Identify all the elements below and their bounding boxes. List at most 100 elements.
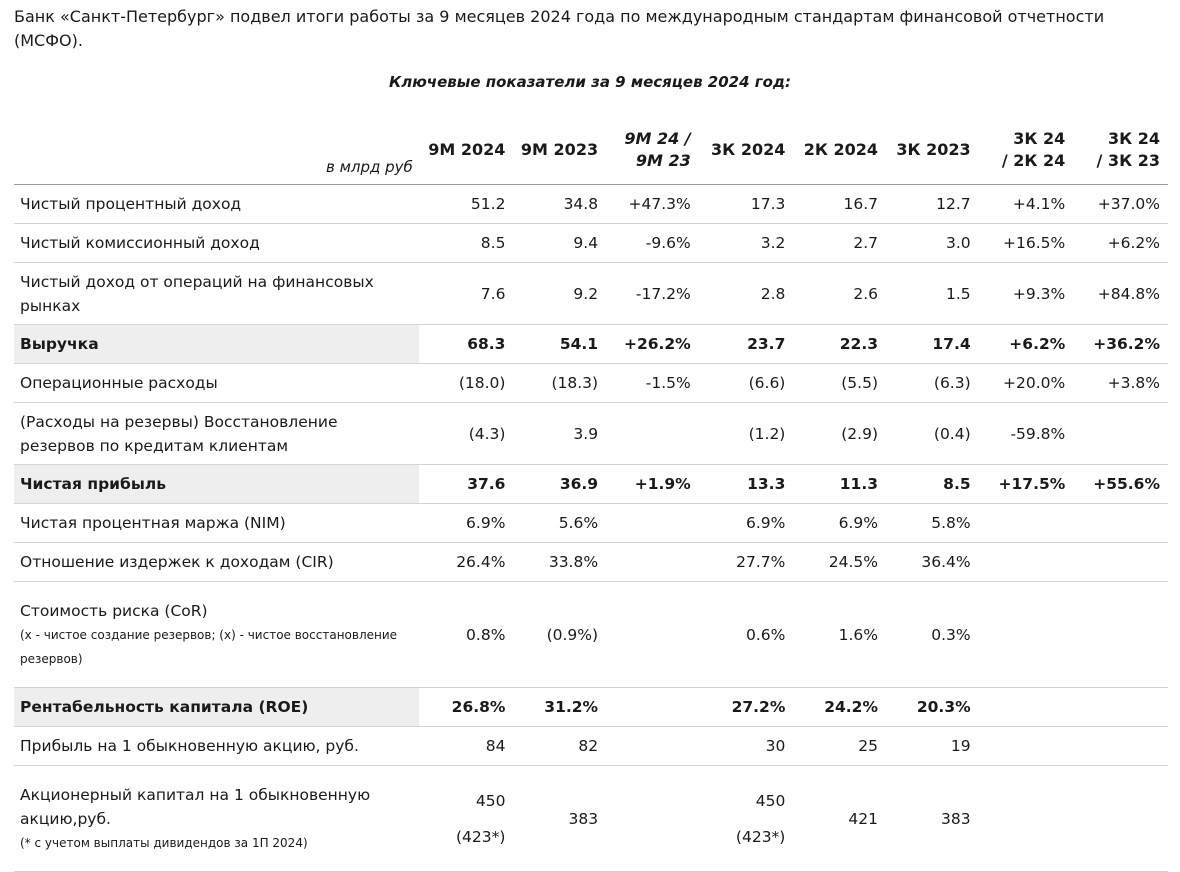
cell xyxy=(1073,581,1168,688)
table-row: Чистая процентная маржа (NIM) 6.9% 5.6% … xyxy=(14,503,1168,543)
col-header: 2К 2024 xyxy=(793,116,886,185)
cell: 27.2% xyxy=(698,687,794,727)
cell: 383 xyxy=(886,765,979,872)
cell xyxy=(978,687,1074,727)
cell: -59.8% xyxy=(978,402,1074,465)
cell: (6.6) xyxy=(698,363,794,403)
unit-label: в млрд руб xyxy=(14,116,419,185)
cell: 36.9 xyxy=(513,464,607,504)
cell: -1.5% xyxy=(606,363,699,403)
cell: 9.4 xyxy=(513,223,607,263)
cell: 26.4% xyxy=(418,542,514,582)
cell: 24.2% xyxy=(793,687,886,727)
cell: 421 xyxy=(793,765,886,872)
cell: 30 xyxy=(698,726,794,766)
cell: 54.1 xyxy=(513,324,607,364)
cell xyxy=(606,687,699,727)
col-header: 3К 24 / 3К 23 xyxy=(1073,116,1168,185)
cell: 68.3 xyxy=(418,324,514,364)
row-label: Отношение издержек к доходам (CIR) xyxy=(14,542,419,582)
cell: 20.3% xyxy=(886,687,979,727)
row-label: Чистый доход от операций на финансовых р… xyxy=(14,262,419,325)
cell xyxy=(978,542,1074,582)
cell: 383 xyxy=(513,765,607,872)
cell-value: 450 xyxy=(755,791,786,810)
cell: 11.3 xyxy=(793,464,886,504)
intro-text: Банк «Санкт-Петербург» подвел итоги рабо… xyxy=(14,7,1105,50)
row-label: Чистая прибыль xyxy=(14,464,419,504)
row-label: Выручка xyxy=(14,324,419,364)
table-row: Операционные расходы (18.0) (18.3) -1.5%… xyxy=(14,363,1168,403)
cell: 0.3% xyxy=(886,581,979,688)
row-label-main: Стоимость риска (CoR) xyxy=(20,601,208,620)
table-row: Акционерный капитал на 1 обыкновенную ак… xyxy=(14,765,1168,872)
cell: 5.6% xyxy=(513,503,607,543)
cell: 3.2 xyxy=(698,223,794,263)
cell: 27.7% xyxy=(698,542,794,582)
table-row-highlight: Рентабельность капитала (ROE) 26.8% 31.2… xyxy=(14,687,1168,727)
col-header: 9M 24 / 9M 23 xyxy=(606,116,699,185)
cell xyxy=(606,503,699,543)
cell: (4.3) xyxy=(418,402,514,465)
table-caption: Ключевые показатели за 9 месяцев 2024 го… xyxy=(388,73,792,91)
cell: (18.0) xyxy=(418,363,514,403)
cell: 19 xyxy=(886,726,979,766)
table-row: Прибыль на 1 обыкновенную акцию, руб. 84… xyxy=(14,726,1168,766)
cell xyxy=(606,542,699,582)
cell: 9.2 xyxy=(513,262,607,325)
cell: (2.9) xyxy=(793,402,886,465)
cell: 23.7 xyxy=(698,324,794,364)
row-label: Чистый процентный доход xyxy=(14,184,419,224)
row-footnote: (* с учетом выплаты дивидендов за 1П 202… xyxy=(20,835,308,850)
cell xyxy=(978,726,1074,766)
cell xyxy=(1073,765,1168,872)
cell: 2.8 xyxy=(698,262,794,325)
cell: +55.6% xyxy=(1073,464,1168,504)
col-header: 3К 2023 xyxy=(886,116,979,185)
row-label: Стоимость риска (CoR) (x - чистое создан… xyxy=(14,581,419,688)
cell: 13.3 xyxy=(698,464,794,504)
cell: 6.9% xyxy=(418,503,514,543)
cell: +16.5% xyxy=(978,223,1074,263)
row-label: Чистый комиссионный доход xyxy=(14,223,419,263)
cell: 84 xyxy=(418,726,514,766)
cell: 8.5 xyxy=(418,223,514,263)
row-label: Операционные расходы xyxy=(14,363,419,403)
cell: 17.3 xyxy=(698,184,794,224)
cell: 450 (423*) xyxy=(698,765,794,872)
cell: 26.8% xyxy=(418,687,514,727)
cell xyxy=(1073,503,1168,543)
row-label-main: Акционерный капитал на 1 обыкновенную ак… xyxy=(20,785,371,828)
table-row-highlight: Выручка 68.3 54.1 +26.2% 23.7 22.3 17.4 … xyxy=(14,324,1168,364)
key-indicators-table: в млрд руб 9M 2024 9M 2023 9M 24 / 9M 23… xyxy=(14,116,1168,872)
table-row: Чистый комиссионный доход 8.5 9.4 -9.6% … xyxy=(14,223,1168,263)
cell: 6.9% xyxy=(698,503,794,543)
cell: +84.8% xyxy=(1073,262,1168,325)
cell: +20.0% xyxy=(978,363,1074,403)
cell xyxy=(978,765,1074,872)
row-label: Рентабельность капитала (ROE) xyxy=(14,687,419,727)
row-label: (Расходы на резервы) Восстановление резе… xyxy=(14,402,419,465)
row-label: Чистая процентная маржа (NIM) xyxy=(14,503,419,543)
cell: 16.7 xyxy=(793,184,886,224)
cell: +17.5% xyxy=(978,464,1074,504)
cell: 36.4% xyxy=(886,542,979,582)
cell: (6.3) xyxy=(886,363,979,403)
row-footnote: (x - чистое создание резервов; (x) - чис… xyxy=(20,627,398,666)
cell: 25 xyxy=(793,726,886,766)
cell xyxy=(606,765,699,872)
cell: 31.2% xyxy=(513,687,607,727)
cell: 1.6% xyxy=(793,581,886,688)
cell xyxy=(606,581,699,688)
cell: -9.6% xyxy=(606,223,699,263)
cell xyxy=(606,726,699,766)
table-row: Отношение издержек к доходам (CIR) 26.4%… xyxy=(14,542,1168,582)
cell: 2.7 xyxy=(793,223,886,263)
cell xyxy=(606,402,699,465)
table-row: (Расходы на резервы) Восстановление резе… xyxy=(14,402,1168,465)
cell xyxy=(978,503,1074,543)
row-label: Прибыль на 1 обыкновенную акцию, руб. xyxy=(14,726,419,766)
cell-subvalue: (423*) xyxy=(735,827,786,846)
cell: (0.4) xyxy=(886,402,979,465)
cell: 33.8% xyxy=(513,542,607,582)
